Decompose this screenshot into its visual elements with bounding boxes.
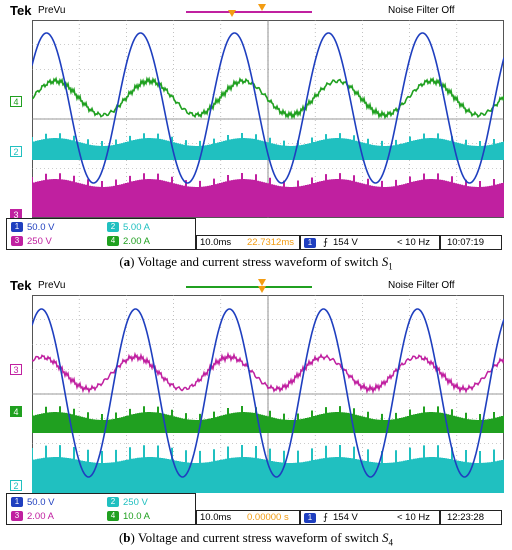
- ch1-scale[interactable]: 1 50.0 V: [11, 497, 54, 508]
- ch2-trace: [32, 445, 504, 493]
- clock-box: 12:23:28: [440, 510, 502, 525]
- ch3-ground-marker[interactable]: 3: [10, 364, 22, 375]
- trigger-level: 154 V: [333, 512, 358, 523]
- ch3-scale[interactable]: 3 2.00 A: [11, 511, 54, 522]
- waveform-display: [32, 295, 504, 493]
- record-view-bar: [186, 286, 312, 288]
- horizontal-box[interactable]: 10.0ms 22.7312ms: [196, 235, 300, 250]
- clock: 10:07:19: [447, 237, 484, 248]
- time-reference-icon: [258, 4, 266, 11]
- trigger-source: 1: [304, 238, 316, 248]
- horizontal-box[interactable]: 10.0ms 0.00000 s: [196, 510, 300, 525]
- acquisition-mode: PreVu: [38, 280, 66, 291]
- noise-filter-status: Noise Filter Off: [388, 280, 455, 291]
- ch2-ground-marker[interactable]: 2: [10, 146, 22, 157]
- time-reference-icon: [258, 286, 266, 293]
- channel-scale-box: 1 50.0 V 2 5.00 A 3 250 V 4 2.00 A: [6, 218, 196, 250]
- noise-filter-status: Noise Filter Off: [388, 5, 455, 16]
- scope-panel-b: Tek PreVu Noise Filter Off 3 4 2 1 50.0 V…: [6, 275, 504, 525]
- record-view-bar: [186, 11, 312, 13]
- status-bar: 1 50.0 V 2 250 V 3 2.00 A 4 10.0 A 10.0ms 0.…: [6, 493, 504, 525]
- scope-panel-a: Tek PreVu Noise Filter Off 4 2 3 1 50.0 V…: [6, 0, 504, 250]
- brand-logo: Tek: [10, 278, 32, 293]
- trigger-level: 154 V: [333, 237, 358, 248]
- timebase: 10.0ms: [200, 237, 232, 248]
- timebase: 10.0ms: [200, 512, 232, 523]
- clock: 12:23:28: [447, 512, 484, 523]
- ch1-scale[interactable]: 1 50.0 V: [11, 222, 54, 233]
- trigger-position-icon: [228, 10, 236, 17]
- brand-logo: Tek: [10, 3, 32, 18]
- time-offset: 0.00000 s: [247, 512, 289, 523]
- figure-caption-b: (b) Voltage and current stress waveform …: [118, 530, 394, 548]
- ch1-trace: [32, 308, 504, 478]
- ch4-scale[interactable]: 4 2.00 A: [107, 236, 150, 247]
- ch3-scale[interactable]: 3 250 V: [11, 236, 52, 247]
- waveform-plot: [32, 295, 504, 493]
- ch2-scale[interactable]: 2 250 V: [107, 497, 148, 508]
- ch4-ground-marker[interactable]: 4: [10, 406, 22, 417]
- figure-caption-a: (a) Voltage and current stress waveform …: [119, 254, 393, 272]
- channel-scale-box: 1 50.0 V 2 250 V 3 2.00 A 4 10.0 A: [6, 493, 196, 525]
- ch2-trace: [32, 133, 504, 160]
- waveform-plot: [32, 20, 504, 218]
- clock-box: 10:07:19: [440, 235, 502, 250]
- trigger-frequency: < 10 Hz: [397, 512, 431, 523]
- trigger-frequency: < 10 Hz: [397, 237, 431, 248]
- trigger-source: 1: [304, 513, 316, 523]
- trigger-box[interactable]: 1 ⨍ 154 V < 10 Hz: [300, 510, 440, 525]
- time-offset: 22.7312ms: [247, 237, 295, 248]
- ch3-trace: [32, 351, 504, 395]
- status-bar: 1 50.0 V 2 5.00 A 3 250 V 4 2.00 A 10.0ms 22…: [6, 218, 504, 250]
- scope-topbar: Tek PreVu Noise Filter Off: [6, 275, 504, 295]
- trigger-slope-icon: ⨍: [323, 512, 328, 523]
- ch2-ground-marker[interactable]: 2: [10, 480, 22, 491]
- ch2-scale[interactable]: 2 5.00 A: [107, 222, 150, 233]
- trigger-slope-icon: ⨍: [323, 237, 328, 248]
- trigger-position-icon: [258, 279, 266, 286]
- ch4-ground-marker[interactable]: 4: [10, 96, 22, 107]
- waveform-display: [32, 20, 504, 218]
- trigger-box[interactable]: 1 ⨍ 154 V < 10 Hz: [300, 235, 440, 250]
- ch4-scale[interactable]: 4 10.0 A: [107, 511, 150, 522]
- scope-topbar: Tek PreVu Noise Filter Off: [6, 0, 504, 20]
- acquisition-mode: PreVu: [38, 5, 66, 16]
- ch3-trace: [32, 173, 504, 217]
- ch4-trace: [32, 76, 504, 120]
- ch1-trace: [32, 32, 504, 184]
